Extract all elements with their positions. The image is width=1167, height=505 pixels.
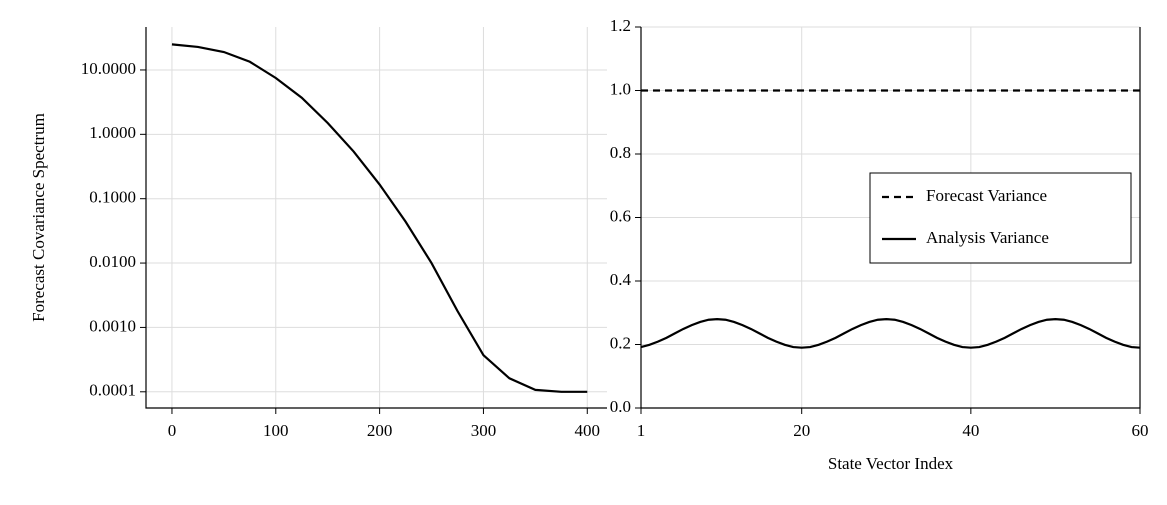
y-tick-label: 1.0 [610,79,631,98]
line [640,317,1141,349]
x-tick-label: 100 [263,421,289,440]
y-tick-label: 1.0000 [89,123,136,142]
legend-box [869,172,1132,264]
legend-label: Forecast Variance [926,186,1047,205]
x-tick-label: 200 [367,421,393,440]
x-tick-label: 60 [1132,421,1149,440]
y-tick-label: 0.0100 [89,252,136,271]
axis-frame [640,27,1141,409]
y-tick-label: 0.0010 [89,316,136,335]
y-tick-label: 1.2 [610,16,631,35]
y-tick-label: 0.0 [610,397,631,416]
x-tick-label: 400 [575,421,601,440]
y-tick-label: 0.2 [610,333,631,352]
y-tick-label: 10.0000 [81,59,136,78]
x-tick-label: 300 [471,421,497,440]
legend-label: Analysis Variance [926,228,1049,247]
y-tick-label: 0.6 [610,206,631,225]
y-axis-label: Forecast Covariance Spectrum [29,113,48,322]
x-tick-label: 0 [168,421,177,440]
y-tick-label: 0.4 [610,270,632,289]
x-tick-label: 20 [793,421,810,440]
y-tick-label: 0.8 [610,143,631,162]
x-tick-label: 1 [637,421,646,440]
y-tick-label: 0.1000 [89,188,136,207]
x-axis-label: State Vector Index [828,454,954,473]
x-tick-label: 40 [962,421,979,440]
axis-frame [145,27,607,409]
y-tick-label: 0.0001 [89,381,136,400]
line [171,43,588,393]
